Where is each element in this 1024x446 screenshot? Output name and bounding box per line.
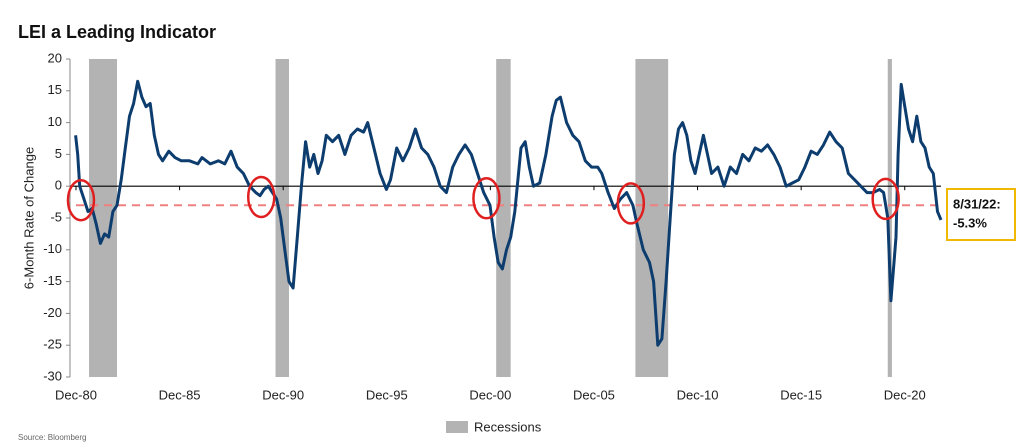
x-tick-label: Dec-95 [366, 387, 408, 402]
y-tick-label: -10 [43, 241, 62, 256]
x-tick-label: Dec-10 [677, 387, 719, 402]
annotation-text: -5.3% [953, 215, 987, 230]
highlight-circle [246, 175, 276, 219]
chart-title: LEI a Leading Indicator [18, 22, 216, 42]
x-tick-label: Dec-80 [55, 387, 97, 402]
recession-band [275, 59, 289, 377]
legend-swatch [446, 421, 468, 433]
y-axis-label: 6-Month Rate of Change [21, 147, 36, 289]
y-tick-label: 5 [55, 146, 62, 161]
x-tick-label: Dec-15 [780, 387, 822, 402]
y-tick-label: -20 [43, 305, 62, 320]
x-tick-label: Dec-00 [469, 387, 511, 402]
y-tick-label: 10 [48, 114, 62, 129]
line-series [74, 79, 943, 347]
y-tick-label: 0 [55, 178, 62, 193]
recession-band [496, 59, 511, 377]
annotation-text: 8/31/22: [953, 196, 1001, 211]
x-tick-label: Dec-05 [573, 387, 615, 402]
highlight-circle [66, 178, 96, 222]
y-tick-label: 20 [48, 50, 62, 65]
y-tick-label: -5 [50, 209, 62, 224]
highlight-circle [472, 177, 501, 220]
legend-label: Recessions [474, 419, 542, 434]
y-tick-label: -15 [43, 273, 62, 288]
y-tick-label: -30 [43, 368, 62, 383]
x-tick-label: Dec-20 [884, 387, 926, 402]
y-tick-label: -25 [43, 337, 62, 352]
x-tick-label: Dec-85 [159, 387, 201, 402]
x-tick-label: Dec-90 [262, 387, 304, 402]
highlight-circle [616, 182, 646, 225]
annotation-box [946, 188, 1016, 241]
source: Source: Bloomberg [18, 433, 86, 442]
y-tick-label: 15 [48, 82, 62, 97]
highlight-circle [871, 177, 900, 221]
